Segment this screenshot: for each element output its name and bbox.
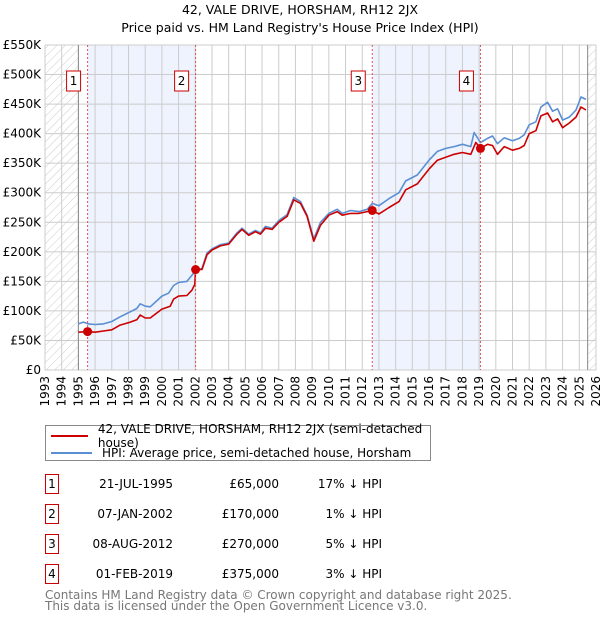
x-tick-label: 1994 — [55, 376, 69, 407]
x-tick-label: 1996 — [88, 376, 102, 407]
x-tick-label: 2007 — [272, 376, 286, 407]
x-tick-label: 2002 — [188, 376, 202, 407]
y-tick-label: £50K — [10, 333, 42, 347]
sale-point — [367, 205, 377, 215]
x-tick-label: 2023 — [539, 376, 553, 407]
x-tick-label: 2001 — [172, 376, 186, 407]
x-tick-label: 2015 — [405, 376, 419, 407]
x-tick-label: 2024 — [556, 376, 570, 407]
y-tick-label: £500K — [3, 68, 43, 82]
transaction-date: 07-JAN-2002 — [97, 507, 173, 521]
transaction-number: 2 — [45, 504, 59, 524]
sale-label: 3 — [354, 74, 362, 88]
x-tick-label: 2005 — [238, 376, 252, 407]
sale-point — [475, 143, 485, 153]
legend: 42, VALE DRIVE, HORSHAM, RH12 2JX (semi-… — [45, 422, 431, 461]
x-tick-label: 2022 — [522, 376, 536, 407]
y-tick-label: £100K — [3, 304, 43, 318]
x-tick-label: 2017 — [439, 376, 453, 407]
x-tick-label: 2019 — [472, 376, 486, 407]
chart-subtitle: Price paid vs. HM Land Registry's House … — [121, 20, 478, 35]
y-tick-label: £400K — [3, 127, 43, 141]
sale-point — [83, 327, 93, 337]
y-tick-label: £200K — [3, 245, 43, 259]
x-tick-label: 1995 — [71, 376, 85, 407]
x-tick-label: 2025 — [572, 376, 586, 407]
x-tick-label: 2011 — [339, 376, 353, 407]
y-tick-label: £250K — [3, 215, 43, 229]
y-tick-label: £550K — [3, 38, 43, 52]
sale-label-box — [458, 70, 474, 92]
x-tick-label: 1993 — [38, 376, 52, 407]
legend-label: HPI: Average price, semi-detached house,… — [102, 446, 412, 460]
transaction-price: £65,000 — [229, 477, 279, 491]
transaction-row: 2 07-JAN-2002 £170,000 1% ↓ HPI — [45, 504, 385, 524]
x-tick-label: 1997 — [105, 376, 119, 407]
x-tick-label: 2018 — [455, 376, 469, 407]
y-tick-label: £150K — [3, 274, 43, 288]
chart-title: 42, VALE DRIVE, HORSHAM, RH12 2JX — [182, 2, 419, 17]
y-tick-label: £300K — [3, 186, 43, 200]
x-tick-label: 2016 — [422, 376, 436, 407]
transaction-price: £270,000 — [221, 537, 279, 551]
legend-label: 42, VALE DRIVE, HORSHAM, RH12 2JX (semi-… — [97, 422, 423, 450]
legend-item-property: 42, VALE DRIVE, HORSHAM, RH12 2JX (semi-… — [46, 422, 430, 450]
y-tick-label: £450K — [3, 97, 43, 111]
legend-swatch-blue — [51, 452, 92, 454]
y-tick-label: £350K — [3, 156, 43, 170]
x-tick-label: 2004 — [222, 376, 236, 407]
transaction-row: 1 21-JUL-1995 £65,000 17% ↓ HPI — [45, 474, 385, 494]
legend-item-hpi: HPI: Average price, semi-detached house,… — [46, 445, 411, 461]
transaction-hpi-diff: 1% ↓ HPI — [325, 507, 382, 521]
x-tick-label: 2009 — [305, 376, 319, 407]
property-price-line — [78, 106, 587, 333]
x-tick-label: 2026 — [589, 376, 600, 407]
transaction-hpi-diff: 17% ↓ HPI — [317, 477, 382, 491]
x-tick-label: 2012 — [355, 376, 369, 407]
legend-swatch-red — [51, 435, 88, 437]
transaction-row: 3 08-AUG-2012 £270,000 5% ↓ HPI — [45, 534, 385, 554]
footer-licence: This data is licensed under the Open Gov… — [45, 599, 428, 613]
sale-label: 2 — [178, 74, 186, 88]
x-tick-label: 2014 — [389, 376, 403, 407]
y-tick-label: £0 — [26, 363, 41, 377]
sale-point — [191, 265, 201, 275]
x-tick-label: 2008 — [288, 376, 302, 407]
transaction-row: 4 01-FEB-2019 £375,000 3% ↓ HPI — [45, 564, 385, 584]
sale-label-box — [66, 70, 82, 92]
x-tick-label: 2010 — [322, 376, 336, 407]
price-chart: 42, VALE DRIVE, HORSHAM, RH12 2JX Price … — [3, 2, 600, 407]
transaction-date: 08-AUG-2012 — [92, 537, 174, 551]
sale-label: 4 — [463, 74, 471, 88]
x-tick-label: 2020 — [489, 376, 503, 407]
transaction-price: £170,000 — [221, 507, 279, 521]
no-data-region — [587, 45, 596, 370]
sale-label-box — [174, 70, 190, 92]
sale-label: 1 — [70, 74, 78, 88]
transaction-date: 21-JUL-1995 — [99, 477, 173, 491]
ownership-period-shade — [87, 45, 196, 370]
x-tick-label: 2003 — [205, 376, 219, 407]
x-tick-label: 2000 — [155, 376, 169, 407]
sale-label-box — [350, 70, 366, 92]
transaction-hpi-diff: 3% ↓ HPI — [325, 567, 382, 581]
x-tick-label: 1999 — [138, 376, 152, 407]
x-tick-label: 2006 — [255, 376, 269, 407]
transaction-number: 4 — [45, 564, 59, 584]
transaction-number: 1 — [45, 474, 59, 494]
hpi-line — [78, 96, 587, 326]
transaction-number: 3 — [45, 534, 59, 554]
footer-copyright: Contains HM Land Registry data © Crown c… — [45, 588, 512, 602]
x-tick-label: 1998 — [121, 376, 135, 407]
x-tick-label: 2013 — [372, 376, 386, 407]
transaction-date: 01-FEB-2019 — [95, 567, 173, 581]
transaction-hpi-diff: 5% ↓ HPI — [325, 537, 382, 551]
x-tick-label: 2021 — [506, 376, 520, 407]
transaction-price: £375,000 — [221, 567, 279, 581]
